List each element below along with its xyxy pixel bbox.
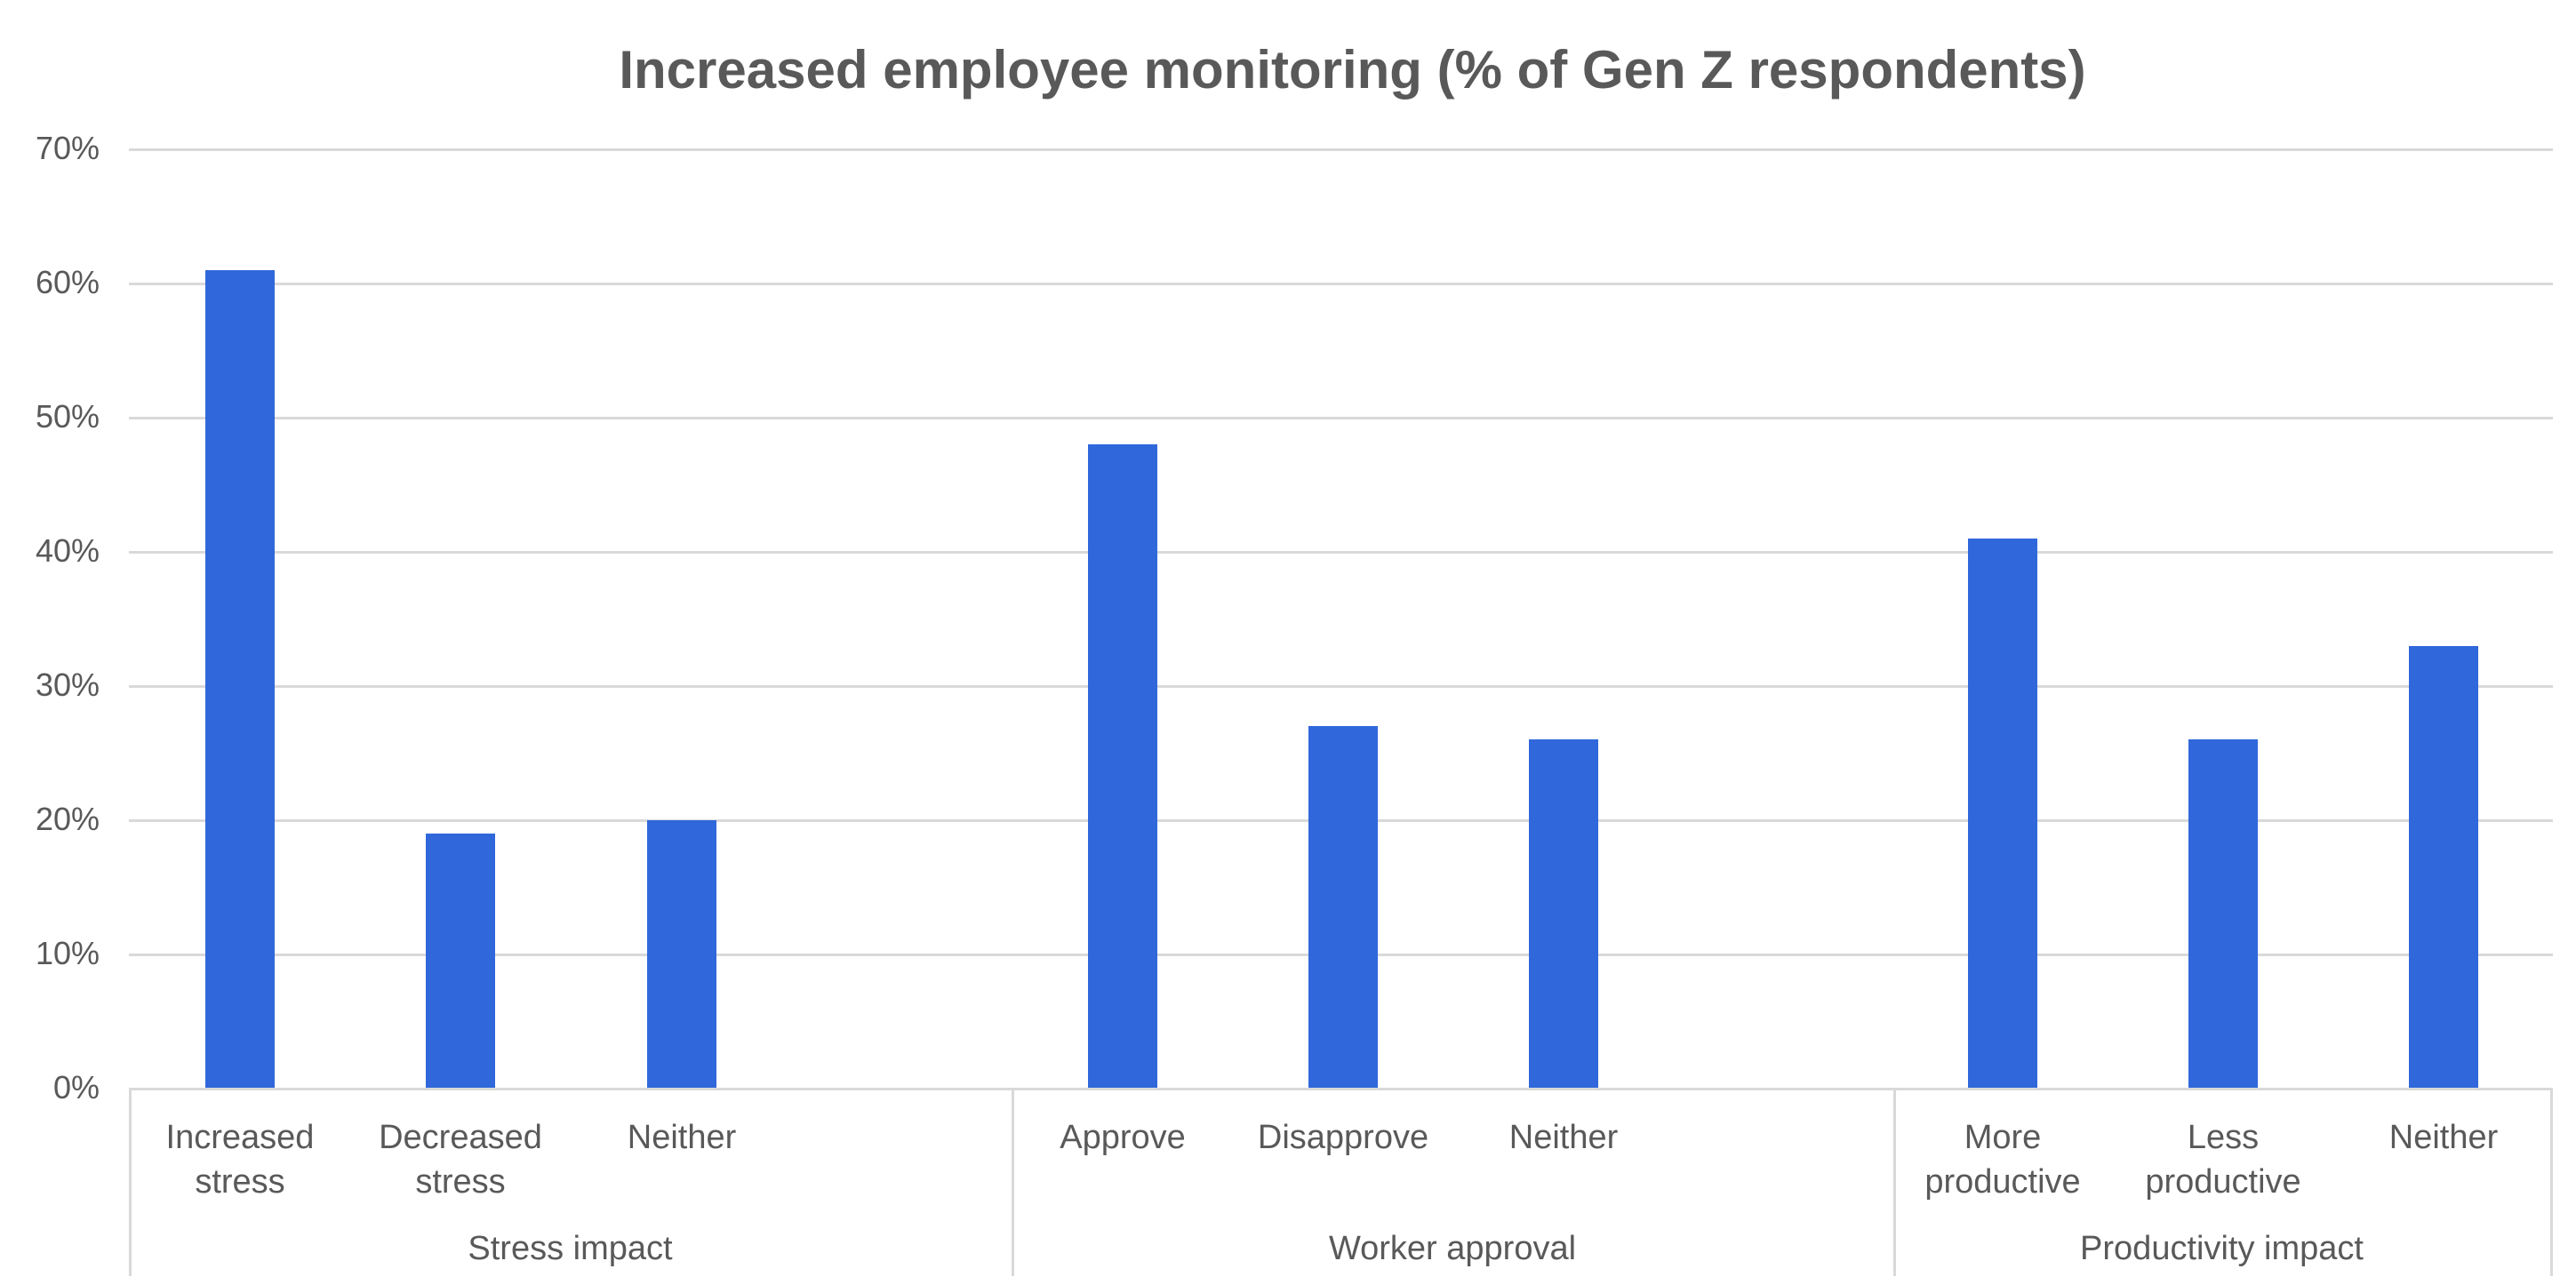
y-tick-label: 50% xyxy=(35,398,100,435)
y-tick-label: 70% xyxy=(35,130,100,166)
gridline xyxy=(129,148,2553,151)
group-divider xyxy=(1012,1089,1014,1276)
chart-title: Increased employee monitoring (% of Gen … xyxy=(619,40,2086,100)
bar xyxy=(1968,538,2037,1089)
bar xyxy=(205,269,275,1089)
x-category-label: Disapprove xyxy=(1257,1119,1429,1156)
bar xyxy=(1529,739,1598,1089)
bar xyxy=(2188,739,2258,1089)
bar xyxy=(1308,726,1378,1089)
y-tick-label: 20% xyxy=(35,801,100,837)
gridline xyxy=(129,551,2553,554)
x-category-label: Decreased stress xyxy=(379,1119,542,1201)
group-divider xyxy=(2550,1089,2553,1276)
y-tick-label: 0% xyxy=(52,1069,100,1105)
x-axis-line xyxy=(129,1088,2553,1090)
bar xyxy=(2409,645,2478,1089)
x-group-label: Productivity impact xyxy=(2080,1230,2364,1267)
x-category-label: Increased stress xyxy=(165,1119,315,1201)
x-category-label: Neither xyxy=(1508,1119,1619,1156)
y-tick-label: 40% xyxy=(35,532,100,569)
group-divider xyxy=(129,1089,132,1276)
bar xyxy=(647,820,716,1089)
x-category-label: Neither xyxy=(2388,1119,2499,1156)
bar xyxy=(426,834,495,1089)
x-category-label: Approve xyxy=(1060,1119,1186,1156)
group-divider xyxy=(1893,1089,1896,1276)
gridline xyxy=(129,417,2553,419)
x-category-label: Less productive xyxy=(2145,1119,2301,1201)
gridline xyxy=(129,283,2553,285)
x-group-label: Worker approval xyxy=(1328,1230,1577,1267)
y-tick-label: 10% xyxy=(35,935,100,971)
gridline xyxy=(129,685,2553,688)
x-category-label: Neither xyxy=(627,1119,737,1156)
bar xyxy=(1088,444,1157,1089)
x-group-label: Stress impact xyxy=(468,1230,673,1267)
plot-area xyxy=(129,148,2553,1089)
x-category-label: More productive xyxy=(1924,1119,2081,1201)
y-tick-label: 30% xyxy=(35,666,100,703)
y-tick-label: 60% xyxy=(35,264,100,300)
